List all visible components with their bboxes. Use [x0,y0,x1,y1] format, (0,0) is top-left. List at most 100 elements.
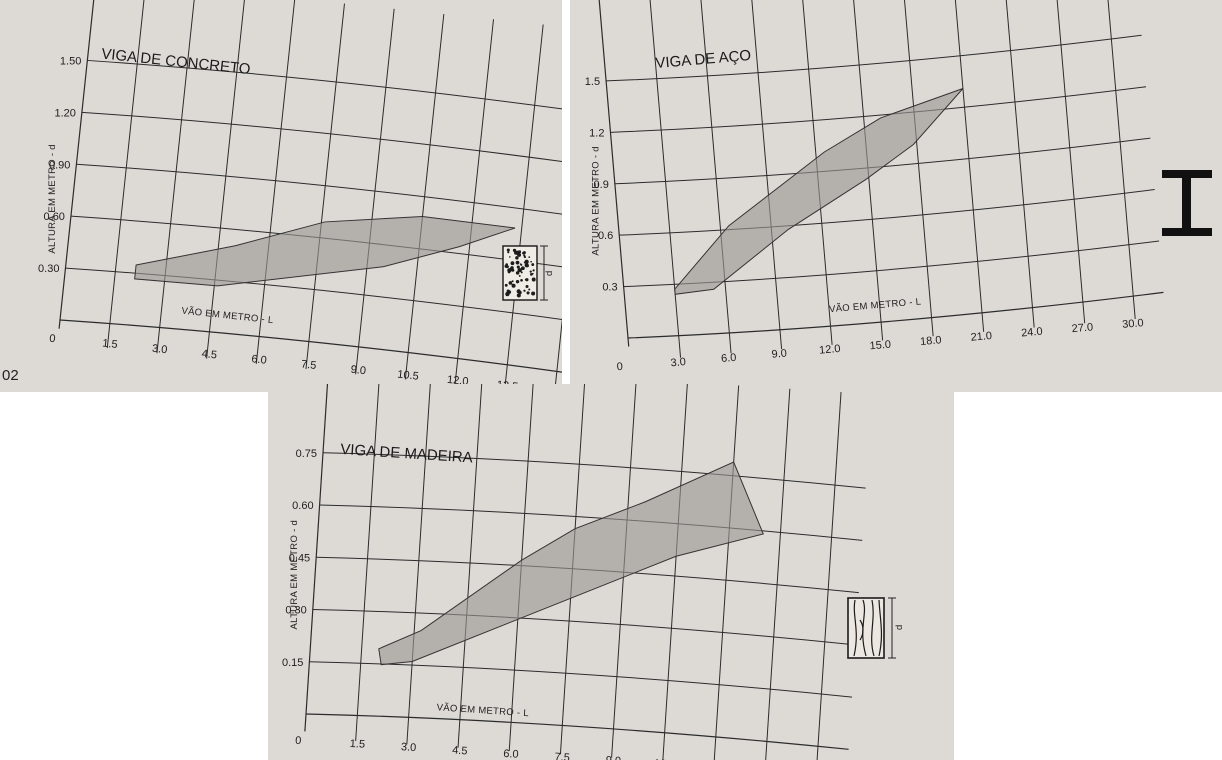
wood-grain-line [859,619,864,641]
aggregate-dot [505,265,509,269]
aggregate-dot [531,291,536,296]
aggregate-dot [530,260,532,263]
aggregate-dot [512,248,517,253]
x-tick-label: 10.5 [397,369,420,383]
x-tick-label: 12.0 [819,343,841,357]
span-depth-band [378,461,764,666]
aggregate-dot [521,266,525,271]
horizontal-gridline [81,111,562,162]
vertical-gridline [1056,0,1086,324]
x-tick-label: 1.5 [102,337,118,351]
aggregate-dot [524,263,529,268]
depth-dimension-label: d [544,270,555,276]
vertical-gridline [1005,0,1035,328]
y-tick-label: 0.30 [38,263,59,275]
y-axis-label: ALTURA EM METRO - d [289,520,300,630]
aggregate-dot [519,263,522,265]
i-beam-part [1162,228,1212,236]
y-axis-label: ALTURA EM METRO - d [47,144,58,254]
vertical-gridline [954,0,985,332]
vertical-gridline [662,384,688,760]
horizontal-gridline [76,163,562,215]
vertical-gridline [457,384,483,748]
vertical-gridline [802,0,833,345]
y-tick-label: 0.30 [285,605,306,617]
aggregate-dot [510,261,515,266]
y-tick-label: 1.5 [585,76,600,88]
aggregate-dot [509,256,511,258]
x-tick-label: 30.0 [1122,317,1144,331]
vertical-gridline [504,24,544,391]
x-tick-label: 9.0 [350,364,366,378]
wood-grain-line [862,599,867,657]
aggregate-dot [532,269,535,272]
x-tick-label: 3.0 [151,343,167,357]
aggregate-dot [528,288,531,291]
aggregate-dot [532,279,535,282]
steel-beam-chart: 0.3 0.6 0.9 1.2 1.5 0 3.0 6.0 9.0 12.0 15.0 18.0 21.… [570,0,1222,392]
y-tick-label: 0.3 [602,282,617,294]
x-tick-label: 3.0 [670,356,686,369]
vertical-gridline [106,0,145,349]
page-number: 02 [2,367,19,384]
chart-background [0,0,562,392]
wood-grain-line [878,599,883,657]
horizontal-gridline [322,452,866,489]
aggregate-dot [518,274,521,277]
aggregate-dot [524,259,529,264]
wood-beam-chart: 0.15 0.30 0.45 0.60 0.75 0 1.5 3.0 4.5 6.0 7.5 9.0 1… [268,384,954,760]
x-tick-label: 18.0 [920,334,942,348]
y-tick-label: 0.60 [292,500,313,512]
vertical-gridline [554,317,562,392]
steel-beam-chart-svg: 0.3 0.6 0.9 1.2 1.5 0 3.0 6.0 9.0 12.0 15.0 18.0 21.… [570,0,1222,392]
y-tick-label: 1.50 [60,55,81,67]
concrete-beam-chart: 0.30 0.60 0.90 1.20 1.50 0 1.5 3.0 4.5 6.0 7.5 9.0 1… [0,0,562,392]
y-tick-label: 0.9 [594,179,609,191]
steel-i-beam-icon [1162,170,1212,236]
wood-section-outline [847,597,885,659]
x-tick-label: 0 [49,333,56,346]
span-depth-band [134,215,516,287]
aggregate-dot [511,283,516,288]
y-tick-label: 0.90 [49,159,70,171]
aggregate-dot [511,280,514,283]
vertical-gridline [406,384,431,745]
horizontal-gridline [619,189,1155,236]
aggregate-dot [515,271,520,275]
vertical-gridline [305,3,345,370]
horizontal-gridline [610,86,1147,133]
x-tick-label: 7.5 [300,358,316,372]
aggregate-dot [520,278,523,282]
aggregate-dot [515,260,520,265]
x-tick-label: 4.5 [452,745,468,758]
y-axis-line [304,384,329,732]
aggregate-dot [515,256,519,260]
y-axis-line [58,0,95,329]
aggregate-dot [517,268,520,272]
depth-dimension-label: d [894,624,905,630]
aggregate-dot [531,263,535,267]
wood-beam-chart-svg: 0.15 0.30 0.45 0.60 0.75 0 1.5 3.0 4.5 6.0 7.5 9.0 1… [268,384,954,760]
x-tick-label: 7.5 [554,751,570,760]
i-beam-part [1182,178,1191,228]
x-tick-label: 6.0 [503,748,519,760]
aggregate-dot [507,290,512,294]
y-tick-label: 0.60 [44,211,65,223]
horizontal-gridline [606,34,1142,82]
x-tick-label: 0 [295,735,302,747]
aggregate-dot [516,265,520,269]
x-tick-label: 6.0 [251,353,267,367]
vertical-gridline [751,0,783,350]
aggregate-dot [515,279,520,284]
x-tick-label: 4.5 [201,348,217,362]
aggregate-dot [525,285,529,289]
y-tick-label: 1.20 [54,107,75,119]
aggregate-dot [516,250,521,255]
aggregate-dot [526,291,530,295]
aggregate-dot [508,281,513,285]
x-axis-line [627,291,1164,339]
aggregate-dot [516,289,521,294]
x-tick-label: 9.0 [771,347,787,360]
concrete-section-icon [502,245,538,301]
x-tick-label: 3.0 [401,741,417,754]
